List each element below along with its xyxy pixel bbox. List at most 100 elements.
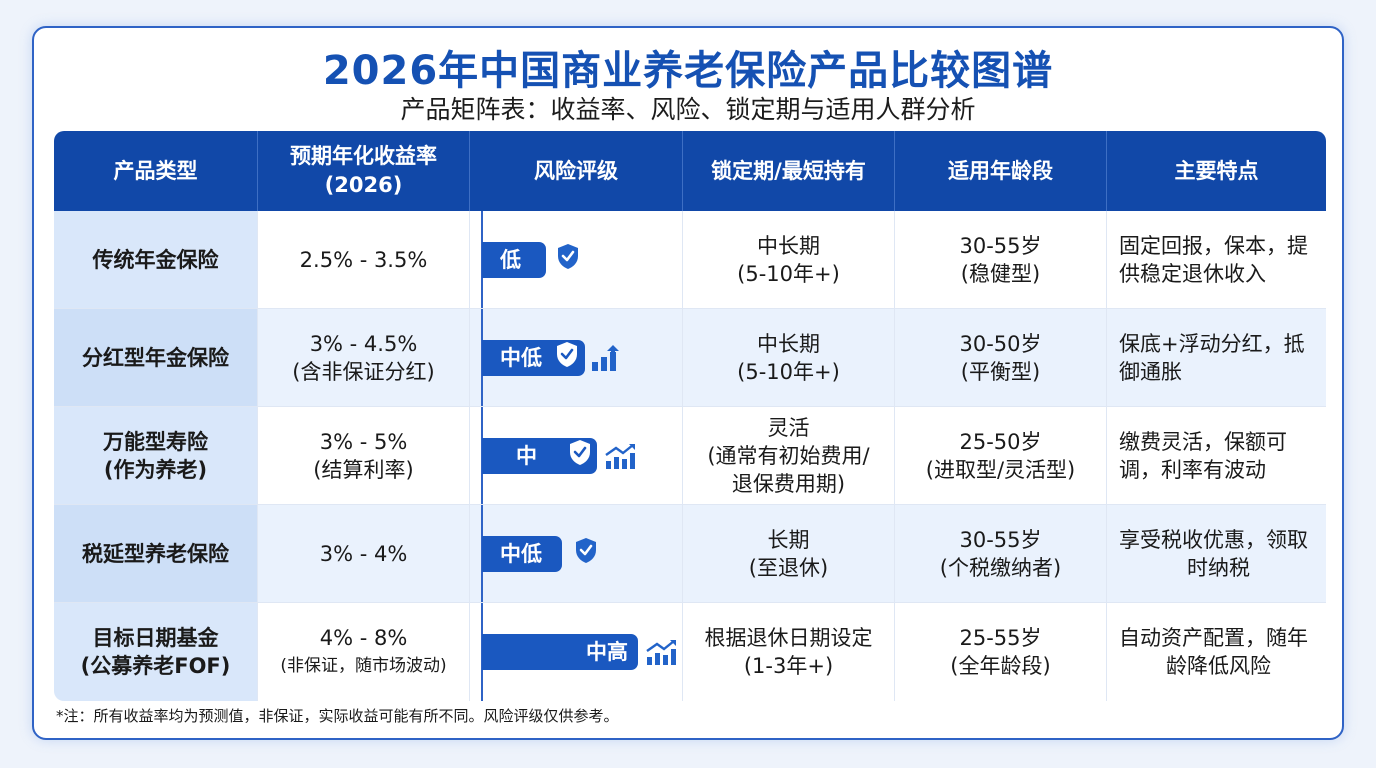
yield-cell: 3% - 5% (结算利率)	[258, 407, 470, 505]
product-type: 传统年金保险	[92, 247, 219, 272]
yield-cell: 3% - 4%	[258, 505, 470, 603]
header-lock: 锁定期/最短持有	[683, 131, 895, 211]
features-line: 龄降低风险	[1166, 654, 1271, 678]
risk-label: 中	[516, 443, 537, 468]
lock-period: 根据退休日期设定	[704, 626, 873, 650]
risk-label: 中低	[500, 345, 542, 370]
features-line: 调，利率有波动	[1119, 457, 1266, 482]
features-line: 保底+浮动分红，抵	[1119, 331, 1305, 356]
age-range: 30-55岁	[959, 233, 1042, 258]
lock-cell: 中长期 (5-10年+)	[683, 309, 895, 407]
features-cell: 享受税收优惠，领取 时纳税	[1107, 505, 1326, 603]
product-type: 目标日期基金	[92, 626, 219, 650]
lock-period: 长期	[767, 527, 810, 552]
bar-chart-up-icon	[590, 344, 622, 372]
features-line: 供稳定退休收入	[1119, 261, 1266, 286]
yield-cell: 4% - 8% (非保证，随市场波动)	[258, 603, 470, 701]
age-cell: 25-50岁 (进取型/灵活型)	[895, 407, 1107, 505]
product-matrix-table: 产品类型 预期年化收益率 (2026) 风险评级 锁定期/最短持有 适用年龄段 主…	[54, 131, 1326, 701]
features-cell: 自动资产配置，随年龄降低风险	[1107, 603, 1326, 701]
header-yield: 预期年化收益率 (2026)	[258, 131, 470, 211]
lock-cell: 根据退休日期设定 (1-3年+)	[683, 603, 895, 701]
features-line: 缴费灵活，保额可	[1119, 429, 1287, 454]
yield-range: 2.5% - 3.5%	[299, 247, 428, 272]
age-cell: 30-50岁 (平衡型)	[895, 309, 1107, 407]
header-features: 主要特点	[1107, 131, 1326, 211]
header-type: 产品类型	[54, 131, 258, 211]
age-profile: (平衡型)	[960, 359, 1041, 384]
yield-note: (结算利率)	[313, 457, 414, 482]
shield-check-icon	[574, 537, 598, 571]
lock-detail: (5-10年+)	[737, 359, 840, 384]
yield-note: (非保证，随市场波动)	[280, 656, 447, 676]
product-type-note: (公募养老FOF)	[80, 654, 231, 678]
age-profile: (稳健型)	[960, 261, 1041, 286]
product-type-cell: 税延型养老保险	[54, 505, 258, 603]
age-profile: (进取型/灵活型)	[925, 457, 1076, 482]
risk-bar: 低	[482, 241, 546, 278]
risk-label: 中高	[586, 640, 628, 664]
shield-check-icon	[568, 439, 592, 473]
table-row: 税延型养老保险 3% - 4% 中低 长期 (至退休) 30-55岁 (个税缴纳者)…	[54, 505, 1326, 603]
yield-range: 3% - 5%	[319, 429, 408, 454]
product-type: 税延型养老保险	[82, 541, 229, 566]
header-risk: 风险评级	[470, 131, 683, 211]
table-row: 目标日期基金 (公募养老FOF) 4% - 8% (非保证，随市场波动) 中高 根据…	[54, 603, 1326, 701]
footnote: *注：所有收益率均为预测值，非保证，实际收益可能有所不同。风险评级仅供参考。	[56, 707, 619, 725]
risk-cell: 低	[470, 211, 683, 309]
header-age: 适用年龄段	[895, 131, 1107, 211]
yield-range: 3% - 4.5%	[309, 331, 418, 356]
header-yield-line2: (2026)	[324, 173, 403, 197]
age-range: 25-55岁	[959, 626, 1042, 650]
features-cell: 保底+浮动分红，抵 御通胀	[1107, 309, 1326, 407]
age-profile: (全年龄段)	[950, 654, 1051, 678]
page-subtitle: 产品矩阵表：收益率、风险、锁定期与适用人群分析	[400, 95, 976, 124]
age-range: 30-55岁	[959, 527, 1042, 552]
lock-cell: 灵活 (通常有初始费用/退保费用期)	[683, 407, 895, 505]
features-line: 御通胀	[1119, 359, 1182, 384]
yield-cell: 2.5% - 3.5%	[258, 211, 470, 309]
age-range: 25-50岁	[959, 429, 1042, 454]
lock-period: 中长期	[757, 233, 820, 258]
risk-label: 中低	[500, 541, 542, 566]
table-header-row: 产品类型 预期年化收益率 (2026) 风险评级 锁定期/最短持有 适用年龄段 主…	[54, 131, 1326, 211]
bar-chart-trend-icon	[645, 638, 677, 666]
lock-cell: 中长期 (5-10年+)	[683, 211, 895, 309]
features-line: 自动资产配置，随年	[1119, 626, 1308, 650]
page-title: 2026年中国商业养老保险产品比较图谱	[322, 48, 1054, 94]
product-type-cell: 目标日期基金 (公募养老FOF)	[54, 603, 258, 701]
product-type-note: (作为养老)	[103, 457, 208, 482]
product-type-cell: 分红型年金保险	[54, 309, 258, 407]
features-cell: 缴费灵活，保额可 调，利率有波动	[1107, 407, 1326, 505]
table-row: 分红型年金保险 3% - 4.5% (含非保证分红) 中低 中长期 (5-10年+)…	[54, 309, 1326, 407]
yield-range: 4% - 8%	[319, 626, 408, 650]
product-type-cell: 万能型寿险 (作为养老)	[54, 407, 258, 505]
risk-label: 低	[500, 247, 521, 272]
features-line: 固定回报，保本，提	[1119, 233, 1308, 258]
age-profile: (个税缴纳者)	[939, 555, 1062, 580]
age-cell: 30-55岁 (个税缴纳者)	[895, 505, 1107, 603]
table-row: 传统年金保险 2.5% - 3.5% 低 中长期 (5-10年+) 30-55岁 (…	[54, 211, 1326, 309]
lock-period: 中长期	[757, 331, 820, 356]
risk-cell: 中高	[470, 603, 683, 701]
risk-cell: 中	[470, 407, 683, 505]
features-cell: 固定回报，保本，提 供稳定退休收入	[1107, 211, 1326, 309]
lock-detail: 退保费用期)	[731, 471, 846, 496]
risk-bar: 中低	[482, 535, 562, 572]
header-yield-line1: 预期年化收益率	[290, 144, 437, 168]
bar-chart-trend-icon	[604, 442, 636, 470]
product-type-cell: 传统年金保险	[54, 211, 258, 309]
table-row: 万能型寿险 (作为养老) 3% - 5% (结算利率) 中 灵活 (通常有初始费用/退…	[54, 407, 1326, 505]
lock-detail: (至退休)	[748, 555, 829, 580]
lock-detail: (5-10年+)	[737, 261, 840, 286]
risk-bar: 中高	[482, 634, 638, 670]
features-line: 享受税收优惠，领取	[1119, 527, 1308, 552]
shield-check-icon	[555, 341, 579, 375]
yield-range: 3% - 4%	[319, 541, 408, 566]
age-cell: 30-55岁 (稳健型)	[895, 211, 1107, 309]
age-range: 30-50岁	[959, 331, 1042, 356]
matrix-card: 2026年中国商业养老保险产品比较图谱 产品矩阵表：收益率、风险、锁定期与适用人…	[32, 26, 1344, 740]
yield-cell: 3% - 4.5% (含非保证分红)	[258, 309, 470, 407]
risk-cell: 中低	[470, 505, 683, 603]
shield-check-icon	[556, 243, 580, 277]
